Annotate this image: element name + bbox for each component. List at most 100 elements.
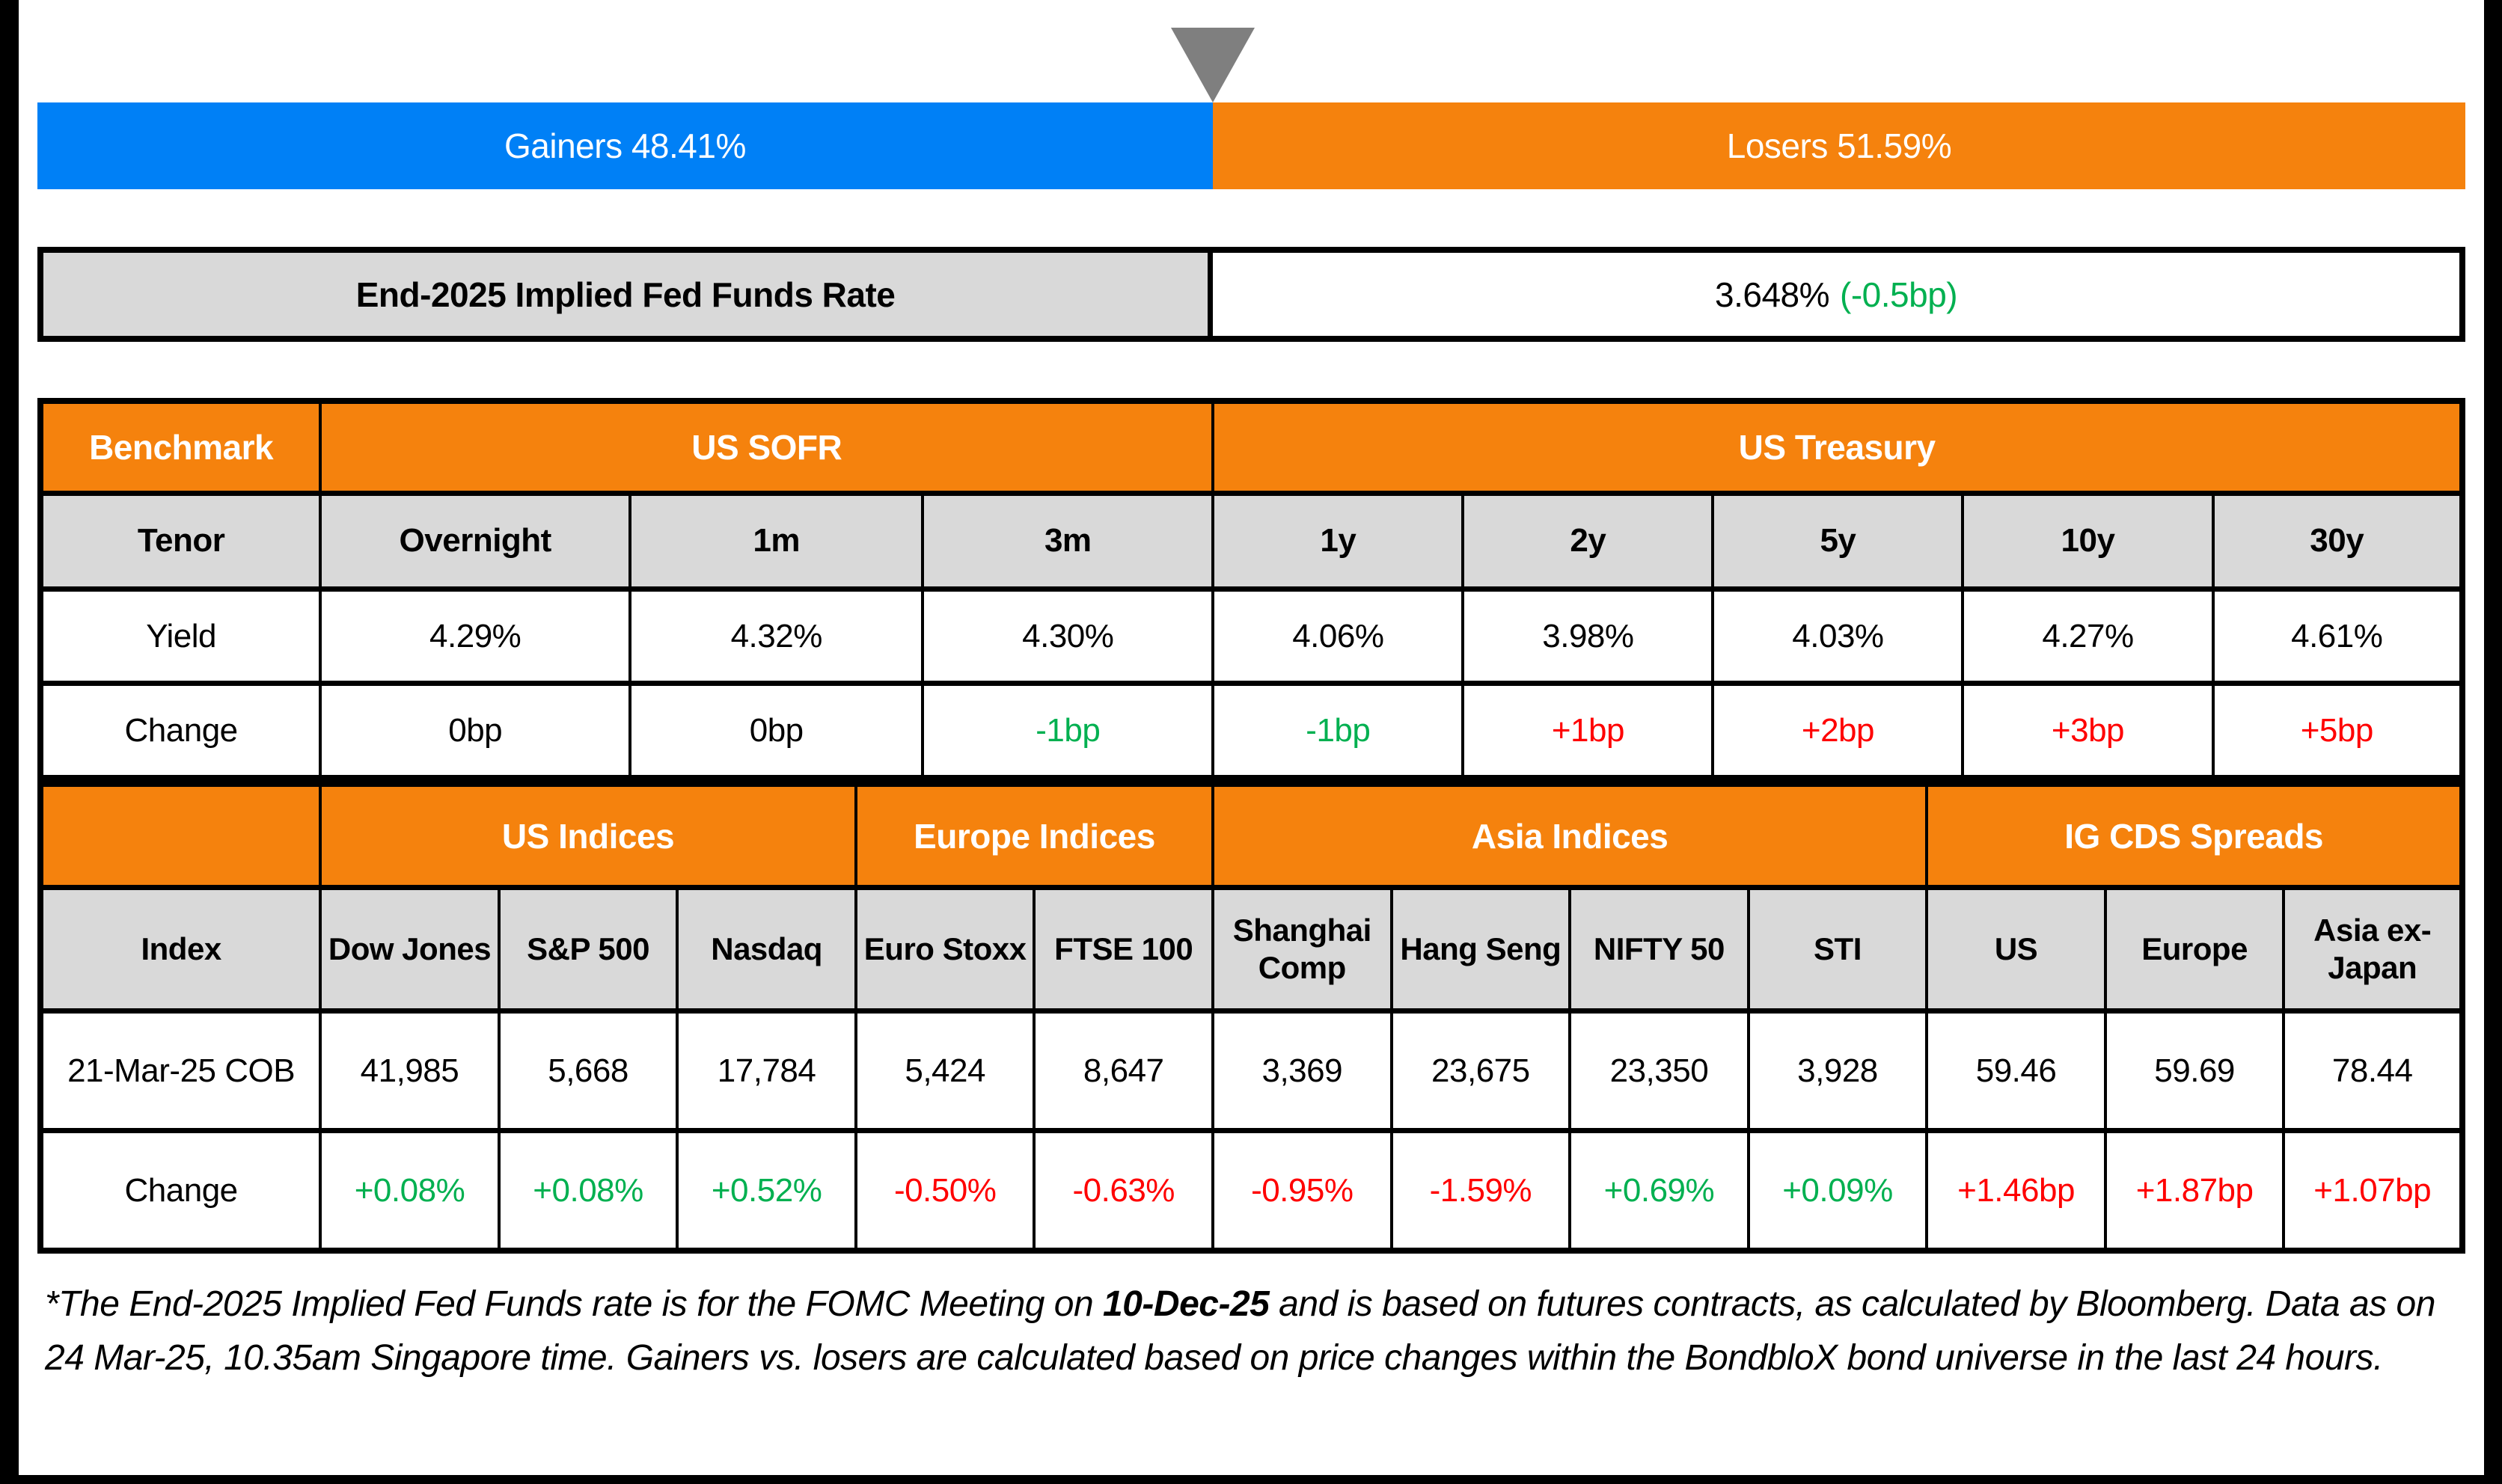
indices-corner-cell — [38, 781, 322, 890]
yield-cell: 4.32% — [628, 586, 925, 686]
yield-cell: 4.61% — [2211, 586, 2464, 686]
yield-row: Yield 4.29% 4.32% 4.30% 4.06% 3.98% 4.03… — [38, 586, 2464, 686]
index-name-cell: Nasdaq — [676, 885, 857, 1014]
tenor-cell: 3m — [921, 491, 1215, 592]
gainers-segment: Gainers 48.41% — [37, 102, 1213, 189]
change-row-label: Change — [38, 681, 322, 781]
yield-cell: 4.06% — [1211, 586, 1465, 686]
yield-cell: 4.03% — [1711, 586, 1965, 686]
fed-funds-change: (-0.5bp) — [1840, 275, 1958, 314]
change-cell: 0bp — [319, 681, 632, 781]
group-us-indices: US Indices — [319, 781, 857, 890]
index-name-cell: STI — [1746, 885, 1929, 1014]
index-change-cell: +0.08% — [497, 1128, 679, 1254]
footnote: *The End-2025 Implied Fed Funds rate is … — [45, 1278, 2458, 1385]
index-name-cell: Shanghai Comp — [1211, 885, 1393, 1014]
index-name-row: Index Dow Jones S&P 500 Nasdaq Euro Stox… — [38, 885, 2464, 1014]
cob-cell: 23,675 — [1389, 1008, 1572, 1133]
tenor-cell: 2y — [1461, 491, 1715, 592]
change-cell: -1bp — [921, 681, 1215, 781]
group-asia-indices: Asia Indices — [1211, 781, 1929, 890]
group-us-treasury: US Treasury — [1211, 398, 2464, 496]
index-name-cell: S&P 500 — [497, 885, 679, 1014]
fed-funds-row: End-2025 Implied Fed Funds Rate 3.648% (… — [37, 247, 2465, 342]
index-name-cell: FTSE 100 — [1033, 885, 1214, 1014]
index-change-cell: +0.09% — [1746, 1128, 1929, 1254]
group-europe-indices: Europe Indices — [854, 781, 1215, 890]
right-border-band — [2484, 0, 2502, 1484]
tenor-cell: 1m — [628, 491, 925, 592]
benchmark-corner-cell: Benchmark — [38, 398, 322, 496]
group-ig-cds-spreads: IG CDS Spreads — [1925, 781, 2464, 890]
cob-cell: 59.46 — [1925, 1008, 2107, 1133]
change-cell: +3bp — [1961, 681, 2215, 781]
index-name-cell: Asia ex-Japan — [2282, 885, 2464, 1014]
group-us-sofr: US SOFR — [319, 398, 1215, 496]
marker-zone — [37, 0, 2465, 102]
tenor-row-label: Tenor — [38, 491, 322, 592]
fed-funds-value: 3.648% (-0.5bp) — [1213, 253, 2459, 336]
change-cell: -1bp — [1211, 681, 1465, 781]
cob-cell: 23,350 — [1568, 1008, 1750, 1133]
index-change-cell: +1.87bp — [2103, 1128, 2286, 1254]
index-change-cell: +0.08% — [319, 1128, 501, 1254]
tenor-cell: 10y — [1961, 491, 2215, 592]
index-name-cell: Euro Stoxx — [854, 885, 1036, 1014]
footnote-bold-date: 10-Dec-25 — [1103, 1284, 1270, 1324]
footnote-text-1: *The End-2025 Implied Fed Funds rate is … — [45, 1284, 1104, 1324]
yield-cell: 3.98% — [1461, 586, 1715, 686]
yield-cell: 4.29% — [319, 586, 632, 686]
indices-change-row-label: Change — [38, 1128, 322, 1254]
yield-cell: 4.30% — [921, 586, 1215, 686]
index-row-label: Index — [38, 885, 322, 1014]
cob-cell: 78.44 — [2282, 1008, 2464, 1133]
index-change-cell: +1.07bp — [2282, 1128, 2464, 1254]
cob-cell: 5,668 — [497, 1008, 679, 1133]
change-cell: 0bp — [628, 681, 925, 781]
index-name-cell: Hang Seng — [1389, 885, 1572, 1014]
fed-funds-label: End-2025 Implied Fed Funds Rate — [43, 253, 1214, 336]
tenor-cell: Overnight — [319, 491, 632, 592]
index-change-cell: +0.52% — [676, 1128, 857, 1254]
split-marker-triangle-icon — [1170, 28, 1255, 102]
bottom-border-band — [0, 1475, 2502, 1484]
index-change-cell: -0.63% — [1033, 1128, 1214, 1254]
gainers-label: Gainers 48.41% — [504, 126, 746, 165]
yield-cell: 4.27% — [1961, 586, 2215, 686]
gainers-losers-bar: Gainers 48.41% Losers 51.59% — [37, 102, 2465, 189]
benchmark-header-row: Benchmark US SOFR US Treasury — [38, 398, 2464, 496]
index-change-cell: +0.69% — [1568, 1128, 1750, 1254]
yield-row-label: Yield — [38, 586, 322, 686]
index-change-cell: +1.46bp — [1925, 1128, 2107, 1254]
change-cell: +1bp — [1461, 681, 1715, 781]
index-change-cell: -0.95% — [1211, 1128, 1393, 1254]
change-cell: +2bp — [1711, 681, 1965, 781]
index-change-cell: -0.50% — [854, 1128, 1036, 1254]
index-name-cell: Europe — [2103, 885, 2286, 1014]
losers-segment: Losers 51.59% — [1212, 102, 2465, 189]
cob-cell: 17,784 — [676, 1008, 857, 1133]
indices-change-row: Change +0.08% +0.08% +0.52% -0.50% -0.63… — [38, 1128, 2464, 1254]
footnote-text-2: and is based on futures contracts, as ca… — [45, 1284, 2435, 1378]
indices-header-row: US Indices Europe Indices Asia Indices I… — [38, 781, 2464, 890]
index-name-cell: NIFTY 50 — [1568, 885, 1750, 1014]
change-cell: +5bp — [2211, 681, 2464, 781]
cob-cell: 3,369 — [1211, 1008, 1393, 1133]
tenor-row: Tenor Overnight 1m 3m 1y 2y 5y 10y 30y — [38, 491, 2464, 592]
cob-cell: 5,424 — [854, 1008, 1036, 1133]
index-name-cell: US — [1925, 885, 2107, 1014]
content-area: Gainers 48.41% Losers 51.59% End-2025 Im… — [37, 0, 2465, 1385]
losers-label: Losers 51.59% — [1726, 126, 1952, 165]
tenor-cell: 1y — [1211, 491, 1465, 592]
tenor-cell: 5y — [1711, 491, 1965, 592]
cob-cell: 3,928 — [1746, 1008, 1929, 1133]
index-change-cell: -1.59% — [1389, 1128, 1572, 1254]
cob-row: 21-Mar-25 COB 41,985 5,668 17,784 5,424 … — [38, 1008, 2464, 1133]
cob-cell: 59.69 — [2103, 1008, 2286, 1133]
tenor-cell: 30y — [2211, 491, 2464, 592]
cob-cell: 8,647 — [1033, 1008, 1214, 1133]
cob-row-label: 21-Mar-25 COB — [38, 1008, 322, 1133]
cob-cell: 41,985 — [319, 1008, 501, 1133]
fed-funds-rate: 3.648% — [1715, 275, 1830, 314]
